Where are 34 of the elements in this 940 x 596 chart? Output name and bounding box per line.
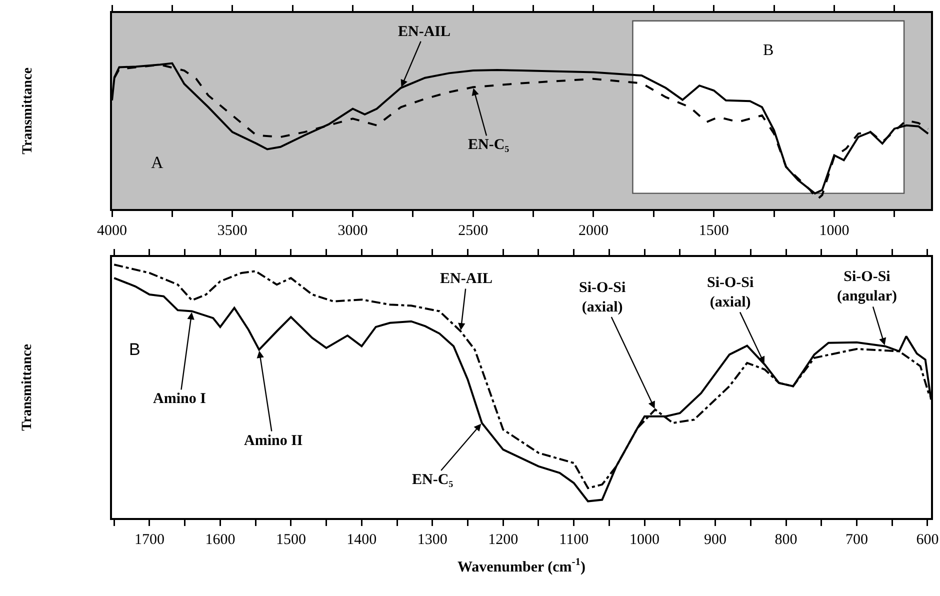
x-tick-label: 900 bbox=[704, 532, 727, 548]
x-tick-label: 1500 bbox=[698, 223, 729, 239]
x-tick-label: 3500 bbox=[217, 223, 248, 239]
annotation: Amino II bbox=[244, 433, 303, 449]
x-tick-label: 1600 bbox=[205, 532, 236, 548]
annotation: Amino I bbox=[153, 391, 206, 407]
x-axis-title: Wavenumber (cm$^{-1}$) bbox=[457, 557, 586, 576]
x-tick-label: 1000 bbox=[630, 532, 660, 548]
x-tick-label: 3000 bbox=[338, 223, 368, 239]
x-tick-label: 800 bbox=[774, 532, 798, 548]
annotation: EN-AIL bbox=[440, 271, 493, 287]
x-tick-label: 700 bbox=[845, 532, 868, 548]
annotation: Si-O-Si (axial) bbox=[707, 275, 754, 310]
x-tick-label: 1000 bbox=[819, 223, 850, 239]
x-tick-label: 4000 bbox=[97, 223, 127, 239]
x-tick-label: 1100 bbox=[559, 532, 589, 548]
x-tick-label: 1200 bbox=[488, 532, 518, 548]
annotation: A bbox=[151, 153, 164, 172]
x-tick-label: 600 bbox=[916, 532, 939, 548]
x-tick-label: 1300 bbox=[417, 532, 448, 548]
band-label: B bbox=[763, 42, 774, 59]
x-tick-label: 2000 bbox=[578, 223, 608, 239]
x-tick-label: 1700 bbox=[134, 532, 164, 548]
annotation: Si-O-Si (angular) bbox=[837, 269, 898, 304]
x-tick-label: 2500 bbox=[458, 223, 488, 239]
x-tick-label: 1400 bbox=[346, 532, 377, 548]
x-tick-label: 1500 bbox=[276, 532, 306, 548]
y-axis-title: Transmittance bbox=[20, 67, 36, 154]
annotation: EN-C₅ bbox=[412, 472, 454, 488]
annotation: B bbox=[129, 340, 140, 359]
annotation: Si-O-Si (axial) bbox=[579, 280, 626, 316]
annotation: EN-AIL bbox=[398, 24, 451, 40]
annotation: EN-C₅ bbox=[468, 137, 510, 153]
y-axis-title: Transmittance bbox=[20, 344, 35, 431]
